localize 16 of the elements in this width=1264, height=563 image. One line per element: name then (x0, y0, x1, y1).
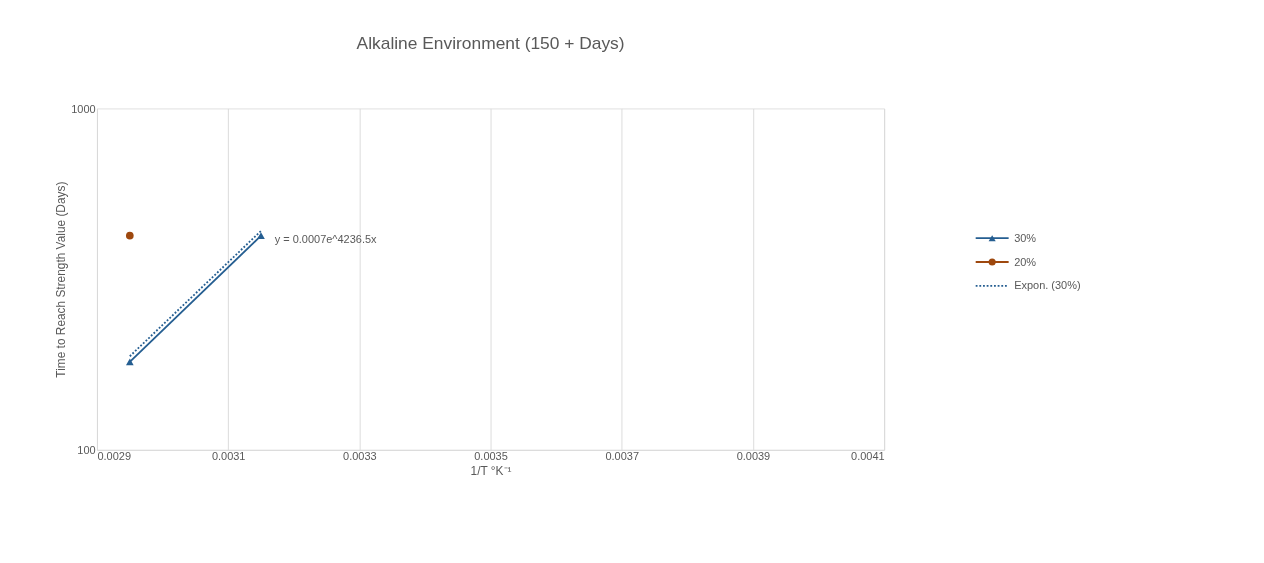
y-axis-title: Time to Reach Strength Value (Days) (53, 181, 68, 378)
chart-title: Alkaline Environment (150 + Days) (356, 32, 625, 53)
legend-label: 30% (1014, 231, 1037, 244)
x-tick-label: 0.0037 (605, 450, 640, 463)
x-tick-label: 0.0029 (97, 450, 132, 463)
y-tick-label: 100 (77, 443, 96, 456)
x-tick-label: 0.0033 (343, 450, 377, 463)
legend-label: Expon. (30%) (1014, 279, 1081, 292)
annotation: y = 0.0007e^4236.5x (274, 233, 378, 246)
y-tick-label: 1000 (71, 102, 96, 115)
x-tick-label: 0.0041 (851, 450, 885, 463)
legend-label: 20% (1014, 255, 1037, 268)
x-axis-title: 1/T °K⁻¹ (470, 464, 512, 479)
x-tick-label: 0.0035 (474, 450, 508, 463)
x-tick-label: 0.0031 (211, 450, 246, 463)
x-tick-label: 0.0039 (736, 450, 771, 463)
